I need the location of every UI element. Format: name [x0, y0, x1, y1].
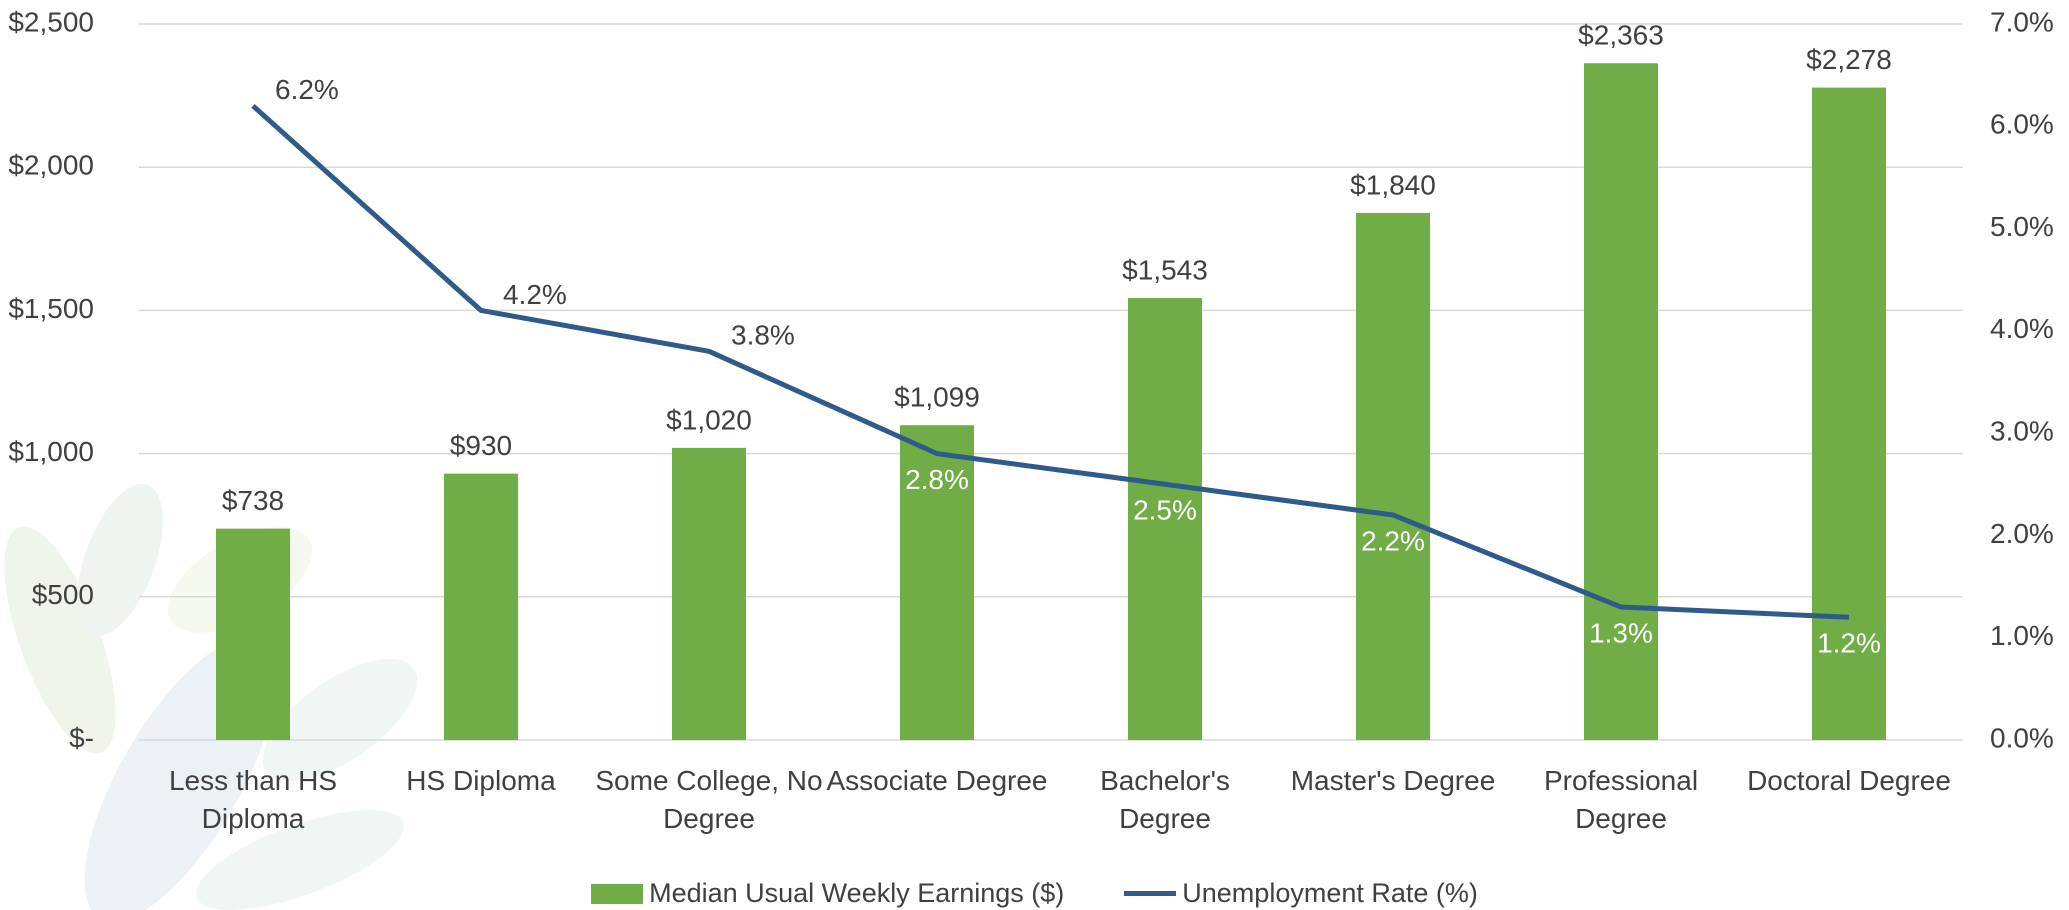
leaf — [262, 658, 418, 782]
bar-value-label: $1,543 — [1122, 254, 1208, 285]
bar — [444, 473, 518, 740]
legend-item: Unemployment Rate (%) — [1124, 878, 1478, 909]
leaf — [4, 526, 116, 754]
y-tick-label: $1,000 — [8, 436, 94, 467]
bar — [900, 425, 974, 740]
legend-label: Median Usual Weekly Earnings ($) — [649, 878, 1065, 908]
bar — [1128, 298, 1202, 740]
line-value-label: 6.2% — [275, 74, 339, 105]
y-tick-label: $2,000 — [8, 150, 94, 181]
y-tick-label: $1,500 — [8, 293, 94, 324]
legend-item: Median Usual Weekly Earnings ($) — [591, 878, 1064, 909]
y-tick-label: $2,500 — [8, 6, 94, 37]
line-value-label: 3.8% — [731, 320, 795, 351]
bar-value-label: $930 — [450, 430, 512, 461]
bar — [1356, 213, 1430, 741]
legend-label: Unemployment Rate (%) — [1182, 878, 1478, 908]
bar-value-label: $738 — [222, 485, 284, 516]
line-value-label: 2.8% — [905, 464, 969, 495]
legend: Median Usual Weekly Earnings ($) Unemploy… — [0, 878, 2069, 909]
line-value-label: 4.2% — [503, 279, 567, 310]
bar-value-label: $1,840 — [1350, 169, 1436, 200]
y2-tick-label: 6.0% — [1990, 109, 2054, 140]
bar-value-label: $2,278 — [1806, 44, 1892, 75]
bar — [1584, 63, 1658, 740]
line — [251, 103, 1850, 620]
x-tick-label: Less than HS Diploma — [168, 765, 338, 834]
bar-value-label: $1,020 — [666, 404, 752, 435]
bar — [216, 528, 290, 740]
x-tick-label: Master's Degree — [1290, 765, 1496, 796]
leaf — [195, 810, 405, 910]
line-value-label: 1.3% — [1589, 617, 1653, 648]
y2-tick-label: 7.0% — [1990, 6, 2054, 37]
x-tick-label: HS Diploma — [406, 765, 556, 796]
bar — [1812, 87, 1886, 740]
y-tick-label: $500 — [32, 579, 94, 610]
line-value-label: 1.2% — [1817, 628, 1881, 659]
x-tick-label: Bachelor's Degree — [1100, 765, 1230, 834]
y2-tick-label: 5.0% — [1990, 211, 2054, 242]
bar-value-label: $1,099 — [894, 382, 980, 413]
legend-swatch-line — [1124, 891, 1177, 896]
y2-tick-label: 1.0% — [1990, 620, 2054, 651]
y2-tick-label: 0.0% — [1990, 722, 2054, 753]
line-value-label: 2.5% — [1133, 495, 1197, 526]
legend-swatch-bar — [591, 883, 644, 904]
leaf — [77, 483, 163, 637]
bar-value-label: $2,363 — [1578, 20, 1664, 51]
y2-tick-label: 4.0% — [1990, 313, 2054, 344]
x-tick-label: Some College, No Degree — [595, 765, 823, 834]
y2-tick-label: 3.0% — [1990, 416, 2054, 447]
x-tick-label: Associate Degree — [826, 765, 1048, 796]
line-value-label: 2.2% — [1361, 525, 1425, 556]
y-tick-label: $- — [69, 722, 94, 753]
x-tick-label: Professional Degree — [1543, 765, 1699, 834]
x-tick-label: Doctoral Degree — [1747, 765, 1951, 796]
y2-tick-label: 2.0% — [1990, 518, 2054, 549]
bar — [672, 447, 746, 740]
